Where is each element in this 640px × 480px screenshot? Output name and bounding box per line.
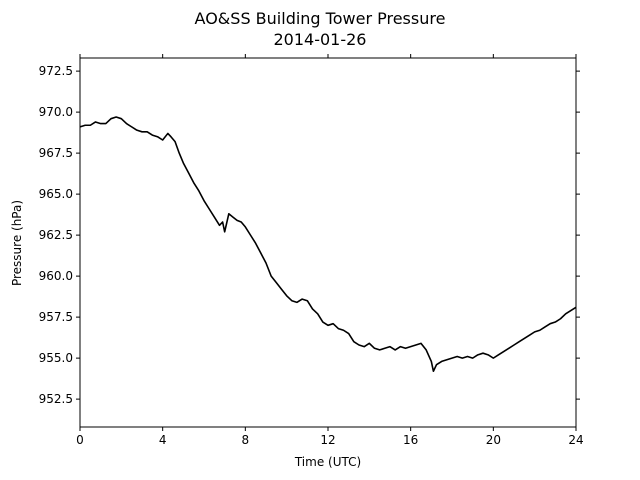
y-tick-label: 955.0 [39, 351, 73, 365]
y-tick-label: 970.0 [39, 105, 73, 119]
y-tick-label: 952.5 [39, 392, 73, 406]
series-line-0 [79, 116, 577, 373]
y-tick-label: 957.5 [39, 310, 73, 324]
y-tick-label: 960.0 [39, 269, 73, 283]
x-tick-label: 8 [242, 433, 250, 447]
y-tick-label: 967.5 [39, 146, 73, 160]
x-axis-label: Time (UTC) [294, 455, 361, 469]
x-tick-label: 0 [76, 433, 84, 447]
x-tick-label: 12 [320, 433, 335, 447]
y-tick-label: 962.5 [39, 228, 73, 242]
y-axis-label: Pressure (hPa) [10, 200, 24, 286]
chart-subtitle: 2014-01-26 [274, 30, 367, 49]
plot-area: 0 4 8 12 16 20 24 952.5 955.0 957.5 960.0 962.5 965.… [39, 54, 584, 447]
chart-title: AO&SS Building Tower Pressure [195, 9, 446, 28]
y-tick-label: 965.0 [39, 187, 73, 201]
x-tick-label: 16 [403, 433, 418, 447]
y-tick-label: 972.5 [39, 64, 73, 78]
x-tick-label: 4 [159, 433, 167, 447]
x-tick-label: 24 [568, 433, 583, 447]
x-tick-label: 20 [486, 433, 501, 447]
plot-frame [79, 57, 577, 428]
